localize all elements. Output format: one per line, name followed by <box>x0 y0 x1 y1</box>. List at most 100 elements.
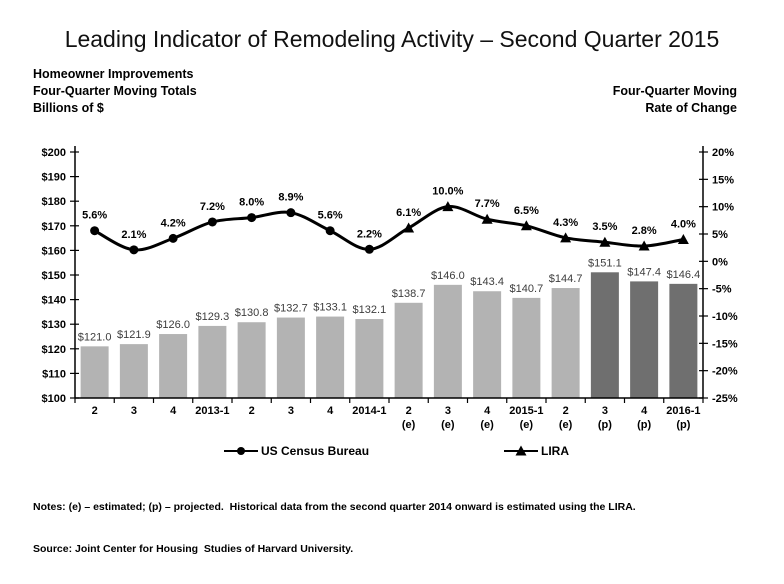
legend-label-lira: LIRA <box>541 444 569 458</box>
rate-label: 10.0% <box>432 186 463 198</box>
bar <box>237 322 266 398</box>
legend-item-census: US Census Bureau <box>224 444 369 458</box>
x-category-label: 2013-1 <box>195 405 229 417</box>
right-axis-tick-label: 15% <box>712 174 734 186</box>
left-axis-tick-label: $120 <box>42 344 66 356</box>
bar-value-label: $132.7 <box>274 303 308 315</box>
bar <box>512 297 541 398</box>
line-marker-triangle <box>677 233 689 244</box>
line-marker-triangle <box>481 213 493 224</box>
left-axis-caption-line3: Billions of $ <box>33 101 104 115</box>
right-axis-tick-label: 5% <box>712 229 728 241</box>
x-category-suffix: (e) <box>480 419 494 431</box>
right-axis-caption-line1: Four-Quarter Moving <box>612 84 737 98</box>
bar-value-label: $146.4 <box>667 269 701 281</box>
bar <box>630 281 659 398</box>
bar <box>433 284 462 398</box>
rate-label: 4.3% <box>553 217 578 229</box>
chart-plot-area: $121.0 $121.9 $126.0 $129.3 $130.8 $132.7 $133… <box>42 146 738 431</box>
bar <box>159 334 188 398</box>
bar <box>473 291 502 398</box>
right-axis-tick-label: 10% <box>712 202 734 214</box>
right-axis-tick-label: -20% <box>712 366 738 378</box>
bar <box>80 346 109 398</box>
notes-line: Notes: (e) – estimated; (p) – projected.… <box>33 501 636 513</box>
bar-value-label: $121.0 <box>78 331 112 343</box>
x-category-label: 4 <box>327 405 334 417</box>
census-line-circle-icon <box>224 447 258 455</box>
bar-value-label: $146.0 <box>431 270 465 282</box>
right-axis-tick-label: 0% <box>712 256 728 268</box>
right-axis-caption-line2: Rate of Change <box>645 101 737 115</box>
line-marker-circle <box>168 233 178 243</box>
bar-value-label: $133.1 <box>313 302 347 314</box>
x-category-suffix: (e) <box>441 419 455 431</box>
line-marker-circle <box>207 217 217 227</box>
line-marker-triangle <box>403 222 415 233</box>
line-marker-circle <box>325 226 335 236</box>
left-axis-tick-label: $160 <box>42 245 66 257</box>
line-marker-circle <box>90 226 100 236</box>
x-category-suffix: (p) <box>598 419 612 431</box>
x-category-label: 3 <box>445 405 451 417</box>
rate-label: 6.1% <box>396 207 421 219</box>
bar <box>198 325 227 398</box>
bar-value-label: $130.8 <box>235 307 269 319</box>
left-axis-tick-label: $200 <box>42 147 66 159</box>
bar <box>590 272 619 398</box>
rate-label: 4.0% <box>671 218 696 230</box>
x-category-suffix: (p) <box>637 419 651 431</box>
bar <box>669 283 698 398</box>
left-axis-tick-label: $110 <box>42 368 66 380</box>
lira-line-triangle-icon <box>504 445 538 456</box>
right-axis-tick-label: -15% <box>712 338 738 350</box>
rate-label: 6.5% <box>514 205 539 217</box>
line-marker-circle <box>364 244 374 254</box>
left-axis-tick-label: $140 <box>42 295 66 307</box>
x-category-suffix: (e) <box>520 419 534 431</box>
line-marker-circle <box>129 245 139 255</box>
x-category-label: 3 <box>131 405 137 417</box>
right-axis-tick-label: 20% <box>712 147 734 159</box>
bar-value-label: $129.3 <box>196 311 230 323</box>
rate-label: 3.5% <box>592 221 617 233</box>
bar-value-label: $138.7 <box>392 288 426 300</box>
x-category-label: 3 <box>288 405 294 417</box>
line-marker-triangle <box>442 201 454 212</box>
right-axis-tick-label: -10% <box>712 311 738 323</box>
right-axis-tick-label: -5% <box>712 284 732 296</box>
left-axis-tick-label: $180 <box>42 196 66 208</box>
rate-label: 7.2% <box>200 201 225 213</box>
left-axis-caption-line1: Homeowner Improvements <box>33 67 194 81</box>
left-axis-tick-label: $150 <box>42 270 66 282</box>
rate-label: 7.7% <box>475 198 500 210</box>
chart-canvas: $121.0 $121.9 $126.0 $129.3 $130.8 $132.7 $133… <box>42 146 738 431</box>
rate-label: 8.0% <box>239 197 264 209</box>
x-category-label: 4 <box>170 405 177 417</box>
bar <box>551 288 580 398</box>
x-category-label: 2 <box>563 405 569 417</box>
rate-label: 2.2% <box>357 228 382 240</box>
line-marker-triangle <box>520 220 532 231</box>
line-marker-triangle <box>599 236 611 247</box>
chart-notes: Notes: (e) – estimated; (p) – projected.… <box>33 472 753 584</box>
bar <box>394 302 423 398</box>
x-category-label: 2 <box>92 405 98 417</box>
bar-value-label: $121.9 <box>117 329 151 341</box>
rate-label: 5.6% <box>318 210 343 222</box>
left-axis-tick-label: $170 <box>42 221 66 233</box>
source-line: Source: Joint Center for Housing Studies… <box>33 543 354 555</box>
lira-chart-page: Leading Indicator of Remodeling Activity… <box>33 26 738 555</box>
bar <box>316 316 345 398</box>
rate-label: 4.2% <box>161 217 186 229</box>
x-category-suffix: (e) <box>559 419 573 431</box>
bar <box>355 319 384 398</box>
bar <box>276 317 305 398</box>
legend-label-census: US Census Bureau <box>261 444 370 458</box>
x-category-label: 2016-1 <box>666 405 700 417</box>
rate-of-change-line <box>93 205 684 252</box>
bar-value-label: $151.1 <box>588 257 622 269</box>
bar <box>119 344 148 398</box>
rate-label: 8.9% <box>278 192 303 204</box>
x-category-label: 4 <box>641 405 648 417</box>
